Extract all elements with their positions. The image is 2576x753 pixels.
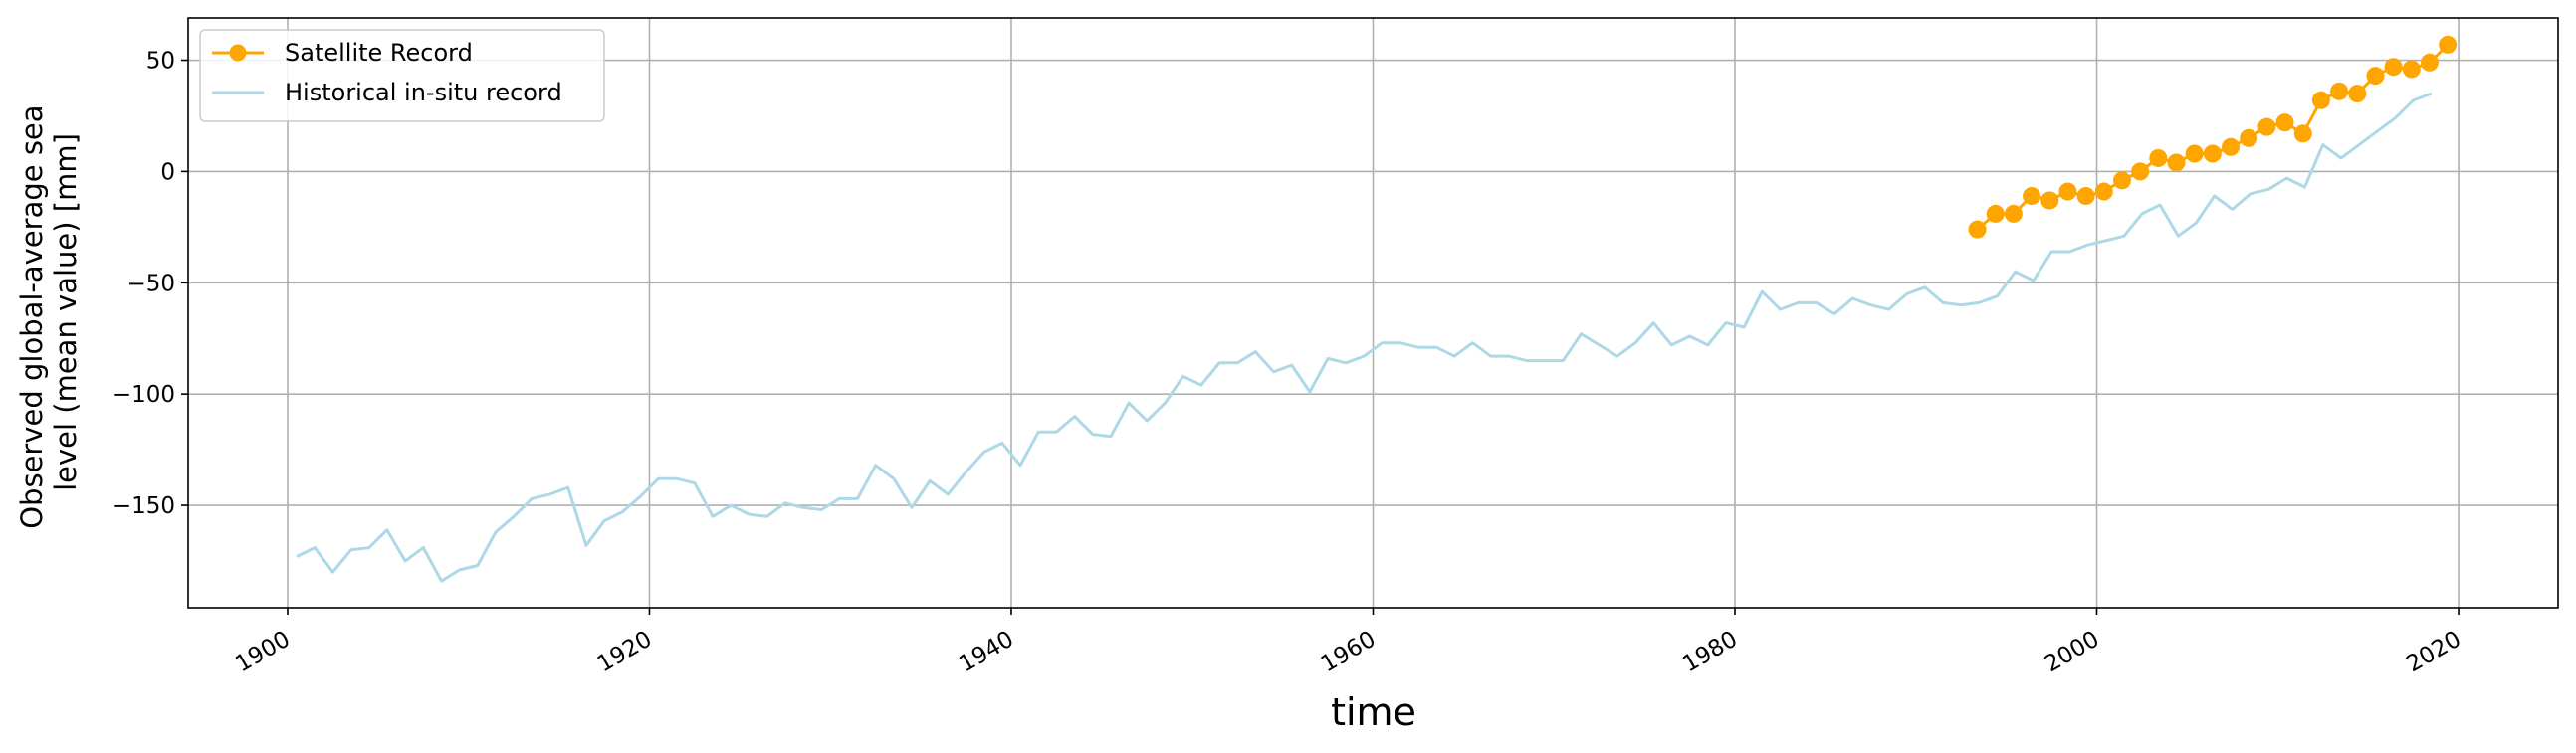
- x-tick-label: 1940: [955, 627, 1018, 678]
- legend: Satellite Record Historical in-situ reco…: [199, 29, 605, 122]
- satellite-record-point: [1986, 204, 2005, 223]
- x-tick-label: 1960: [1317, 627, 1381, 678]
- legend-satellite-marker: [229, 44, 247, 62]
- satellite-record-point: [2076, 187, 2095, 206]
- satellite-record-point: [2203, 144, 2222, 163]
- satellite-record-point: [2420, 53, 2439, 72]
- satellite-record-point: [2094, 182, 2113, 201]
- y-axis-label-line-1: Observed global-average sea: [15, 104, 49, 528]
- y-tick-label: −150: [112, 493, 175, 519]
- satellite-record-point: [2402, 60, 2421, 79]
- satellite-record-point: [2311, 91, 2330, 109]
- satellite-record-point: [2131, 162, 2150, 181]
- y-tick-label: −50: [126, 271, 175, 296]
- satellite-record-point: [2112, 171, 2131, 190]
- satellite-record-point: [2275, 113, 2294, 132]
- satellite-record-point: [2293, 124, 2312, 143]
- satellite-record-point: [2366, 67, 2385, 86]
- series-layer: [296, 35, 2458, 583]
- legend-insitu-label: Historical in-situ record: [285, 79, 562, 106]
- x-axis-label: time: [1331, 690, 1416, 734]
- satellite-record-point: [2185, 144, 2204, 163]
- satellite-record-point: [2149, 148, 2168, 167]
- satellite-record-point: [2439, 35, 2458, 54]
- satellite-record-point: [2058, 182, 2077, 201]
- y-tick-label: 0: [160, 159, 175, 185]
- satellite-record-point: [2040, 191, 2059, 210]
- satellite-record-point: [2222, 137, 2241, 156]
- satellite-record-point: [2257, 117, 2276, 136]
- satellite-record-point: [1968, 220, 1987, 239]
- legend-box: [199, 29, 605, 122]
- satellite-record-point: [2023, 187, 2041, 206]
- y-tick-label: −100: [112, 382, 175, 408]
- y-axis-label: Observed global-average sea level (mean …: [15, 95, 83, 529]
- x-tick-label: 2020: [2402, 627, 2466, 678]
- y-axis-label-line-2: level (mean value) [mm]: [49, 133, 83, 491]
- satellite-record-point: [2004, 204, 2023, 223]
- satellite-record-point: [2240, 128, 2258, 147]
- x-tick-label: 1900: [231, 627, 295, 678]
- satellite-record-point: [2330, 82, 2349, 100]
- legend-satellite-label: Satellite Record: [285, 39, 473, 67]
- satellite-record-point: [2348, 85, 2367, 103]
- y-tick-label: 50: [146, 49, 175, 75]
- x-tick-label: 1920: [593, 627, 657, 678]
- satellite-record-point: [2167, 153, 2186, 172]
- satellite-record-point: [2384, 58, 2403, 77]
- historical-in-situ-record-line: [296, 92, 2433, 583]
- x-tick-label: 1980: [1678, 627, 1742, 678]
- x-tick-label: 2000: [2040, 627, 2104, 678]
